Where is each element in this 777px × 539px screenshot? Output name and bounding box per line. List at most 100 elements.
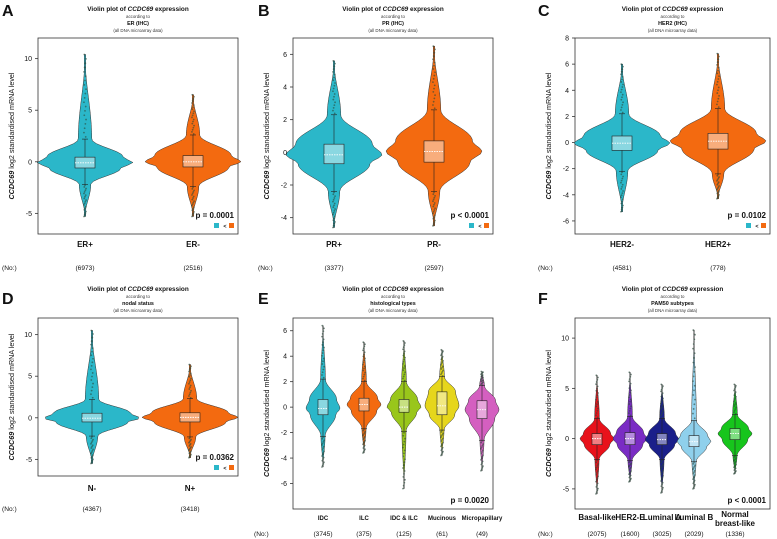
count-label: (6973) xyxy=(75,265,94,272)
outlier-point xyxy=(718,55,720,58)
outlier-point xyxy=(403,358,406,361)
outlier-point xyxy=(362,361,365,364)
outlier-point xyxy=(191,102,193,104)
outlier-point xyxy=(84,200,87,203)
outlier-point xyxy=(83,53,86,56)
outlier-point xyxy=(191,192,194,195)
comparison-swatch-1 xyxy=(214,223,219,228)
y-axis-label: CCDC69 log2 standardised mRNA level xyxy=(7,72,16,199)
outlier-point xyxy=(192,186,194,189)
outlier-point xyxy=(660,480,662,482)
outlier-point xyxy=(622,204,624,207)
outlier-point xyxy=(188,368,191,371)
outlier-point xyxy=(693,389,695,392)
no-label: (No:) xyxy=(2,506,17,513)
outlier-point xyxy=(193,200,195,203)
outlier-point xyxy=(735,457,737,459)
y-tick-label: 6 xyxy=(283,328,287,335)
outlier-point xyxy=(432,224,434,227)
outlier-point xyxy=(434,195,436,197)
outlier-point xyxy=(189,367,192,369)
outlier-point xyxy=(733,405,736,407)
outlier-point xyxy=(597,463,599,466)
y-tick-label: -4 xyxy=(281,215,287,222)
outlier-point xyxy=(692,347,694,350)
outlier-point xyxy=(717,78,720,80)
outlier-point xyxy=(432,81,434,83)
outlier-point xyxy=(717,190,720,192)
outlier-point xyxy=(481,466,484,469)
outlier-point xyxy=(362,341,365,344)
source-note: (all DNA microarray data) xyxy=(368,308,418,313)
outlier-point xyxy=(733,400,735,403)
outlier-point xyxy=(432,58,434,61)
outlier-point xyxy=(692,361,695,364)
outlier-point xyxy=(621,185,623,188)
outlier-point xyxy=(333,204,335,207)
outlier-point xyxy=(661,393,663,396)
outlier-point xyxy=(191,198,194,201)
outlier-point xyxy=(84,205,87,208)
outlier-point xyxy=(441,365,444,368)
y-tick-label: 2 xyxy=(283,379,287,386)
category-label: N- xyxy=(88,484,97,493)
outlier-point xyxy=(596,464,599,467)
outlier-point xyxy=(403,452,405,455)
category-label: Mucinous xyxy=(428,516,457,522)
y-tick-label: 5 xyxy=(28,108,32,115)
y-axis-label: CCDC69 log2 standardised mRNA level xyxy=(544,350,553,477)
outlier-point xyxy=(716,72,719,75)
comparison-swatch-2 xyxy=(761,223,766,228)
outlier-point xyxy=(620,194,623,197)
outlier-point xyxy=(481,449,484,452)
chart-title: Violin plot of CCDC69 expression xyxy=(87,6,189,13)
outlier-point xyxy=(433,61,436,64)
outlier-point xyxy=(193,124,195,127)
outlier-point xyxy=(662,475,664,477)
outlier-point xyxy=(403,350,406,353)
outlier-point xyxy=(620,196,622,199)
violin-points xyxy=(362,341,366,454)
outlier-point xyxy=(629,400,631,403)
chart-title: Violin plot of CCDC69 expression xyxy=(622,286,724,293)
outlier-point xyxy=(84,105,87,108)
outlier-point xyxy=(321,464,324,467)
y-tick-label: 0 xyxy=(28,415,32,422)
outlier-point xyxy=(596,489,599,492)
outlier-point xyxy=(628,412,630,415)
outlier-point xyxy=(188,370,190,373)
outlier-point xyxy=(323,439,325,442)
p-value: p = 0.0001 xyxy=(196,211,235,220)
category-label: ER- xyxy=(186,240,200,249)
outlier-point xyxy=(692,487,694,490)
outlier-point xyxy=(332,219,335,221)
outlier-point xyxy=(333,217,335,220)
outlier-point xyxy=(189,379,192,382)
outlier-point xyxy=(716,61,719,64)
chart-title: Violin plot of CCDC69 expression xyxy=(87,286,189,293)
outlier-point xyxy=(694,333,696,336)
outlier-point xyxy=(734,408,737,410)
category-label: HER2-E xyxy=(615,513,645,522)
outlier-point xyxy=(734,467,737,470)
outlier-point xyxy=(322,376,325,379)
outlier-point xyxy=(433,196,436,199)
outlier-point xyxy=(333,215,336,218)
outlier-point xyxy=(735,406,737,409)
outlier-point xyxy=(692,486,695,489)
outlier-point xyxy=(596,471,598,474)
outlier-point xyxy=(660,461,663,464)
outlier-point xyxy=(621,177,624,180)
outlier-point xyxy=(630,389,632,392)
outlier-point xyxy=(83,114,86,117)
outlier-point xyxy=(363,444,366,447)
outlier-point xyxy=(597,475,599,478)
outlier-point xyxy=(596,416,599,419)
y-tick-label: 6 xyxy=(283,52,287,59)
outlier-point xyxy=(332,226,334,229)
outlier-point xyxy=(433,74,436,77)
comparison-symbol: < xyxy=(223,224,226,230)
outlier-point xyxy=(734,391,737,393)
outlier-point xyxy=(191,187,194,190)
outlier-point xyxy=(660,390,662,393)
